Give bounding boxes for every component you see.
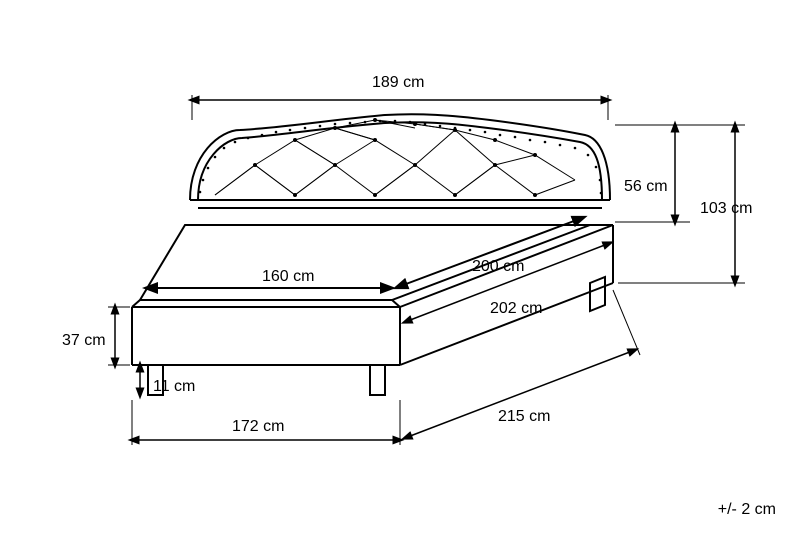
bed-dimension-diagram <box>0 0 800 533</box>
